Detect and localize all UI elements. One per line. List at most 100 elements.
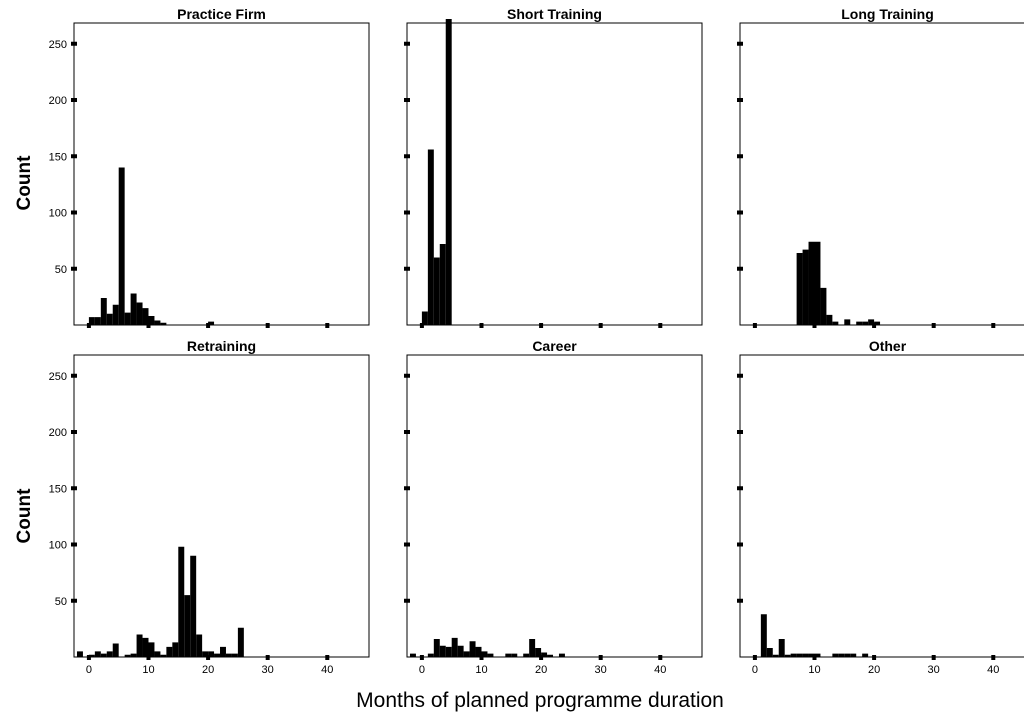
histogram-bar [184, 595, 191, 657]
histogram-bar [784, 654, 791, 657]
histogram-bar [94, 651, 101, 657]
y-tick [71, 430, 77, 434]
histogram-bar [772, 654, 779, 657]
x-tick [752, 655, 757, 660]
histogram-bar [112, 643, 119, 657]
histogram-bar [433, 639, 440, 657]
histogram-bar [535, 648, 542, 657]
y-tick-label: 150 [49, 483, 67, 495]
histogram-bar [136, 634, 143, 657]
histogram-bar [409, 653, 416, 657]
y-axis-label-top: Count [14, 155, 35, 211]
y-tick [404, 266, 410, 271]
y-tick [404, 210, 410, 215]
panel-title: Short Training [507, 6, 602, 22]
histogram-bar [142, 308, 149, 325]
y-tick [71, 266, 77, 271]
histogram-bar [208, 321, 215, 325]
y-tick [404, 542, 410, 547]
histogram-bar [778, 639, 785, 657]
histogram-bar [451, 637, 458, 657]
panel-frame [406, 22, 703, 326]
histogram-bar [100, 653, 107, 657]
y-tick [737, 154, 743, 159]
histogram-bar [148, 316, 155, 325]
histogram-bar [826, 314, 833, 325]
histogram-bar [208, 651, 215, 657]
histogram-bar [802, 653, 809, 657]
y-tick-label: 150 [49, 151, 67, 163]
histogram-bar [166, 646, 173, 657]
histogram-bar [202, 651, 209, 657]
y-tick [737, 373, 743, 378]
histogram-bar [214, 653, 221, 657]
histogram-bar [463, 651, 470, 657]
histogram-bar [832, 653, 839, 657]
histogram-bar [844, 319, 851, 325]
histogram-bar [231, 653, 238, 657]
panel-frame [406, 354, 703, 658]
x-tick-label: 20 [535, 664, 547, 676]
histogram-bar [154, 320, 161, 325]
x-tick [931, 323, 936, 328]
y-tick [71, 98, 77, 102]
histogram-bar [433, 257, 440, 325]
y-tick-label: 250 [49, 39, 67, 51]
histogram-bar [790, 653, 797, 657]
histogram-bar [541, 652, 548, 657]
x-tick-label: 10 [475, 664, 487, 676]
histogram-bar [148, 642, 155, 657]
histogram-bar [118, 167, 125, 325]
histogram-bar [808, 653, 815, 657]
x-tick [598, 655, 603, 660]
x-tick [479, 655, 484, 660]
histogram-bar [814, 653, 821, 657]
y-tick [737, 98, 743, 102]
x-tick-label: 40 [321, 664, 333, 676]
y-tick [404, 154, 410, 159]
x-tick-label: 0 [86, 664, 92, 676]
panel-title: Practice Firm [177, 6, 266, 22]
histogram-bar [814, 241, 821, 325]
x-tick-label: 40 [654, 664, 666, 676]
histogram-bar [100, 298, 107, 325]
y-tick [404, 430, 410, 434]
x-tick [206, 323, 211, 328]
x-tick [86, 323, 91, 328]
histogram-bar [832, 321, 839, 325]
panel-title: Career [532, 338, 577, 354]
histogram-bar [136, 302, 143, 325]
histogram-bar [547, 654, 554, 657]
x-tick [325, 655, 330, 660]
y-tick [404, 598, 410, 603]
histogram-bar [481, 651, 488, 657]
panel-frame [739, 354, 1024, 658]
x-tick-label: 20 [202, 664, 214, 676]
histogram-bar [427, 653, 434, 657]
y-tick-label: 200 [49, 427, 67, 439]
histogram-bar [130, 293, 137, 325]
histogram-bar [487, 653, 494, 657]
x-tick [991, 323, 996, 328]
histogram-bar [88, 654, 95, 657]
y-tick [404, 373, 410, 378]
y-tick [71, 210, 77, 215]
histogram-bar [142, 637, 149, 657]
histogram-bar [439, 244, 446, 325]
histogram-bar [808, 241, 815, 325]
y-tick [737, 210, 743, 215]
histogram-bar [529, 639, 536, 657]
histogram-bar [154, 651, 161, 657]
x-tick [265, 655, 270, 660]
y-tick [404, 98, 410, 102]
x-tick-label: 40 [987, 664, 999, 676]
x-axis-label: Months of planned programme duration [356, 689, 724, 712]
histogram-bar [427, 149, 434, 325]
x-tick [539, 655, 544, 660]
x-tick [931, 655, 936, 660]
y-tick-label: 100 [49, 540, 67, 552]
x-tick [146, 655, 151, 660]
y-tick-label: 100 [49, 208, 67, 220]
